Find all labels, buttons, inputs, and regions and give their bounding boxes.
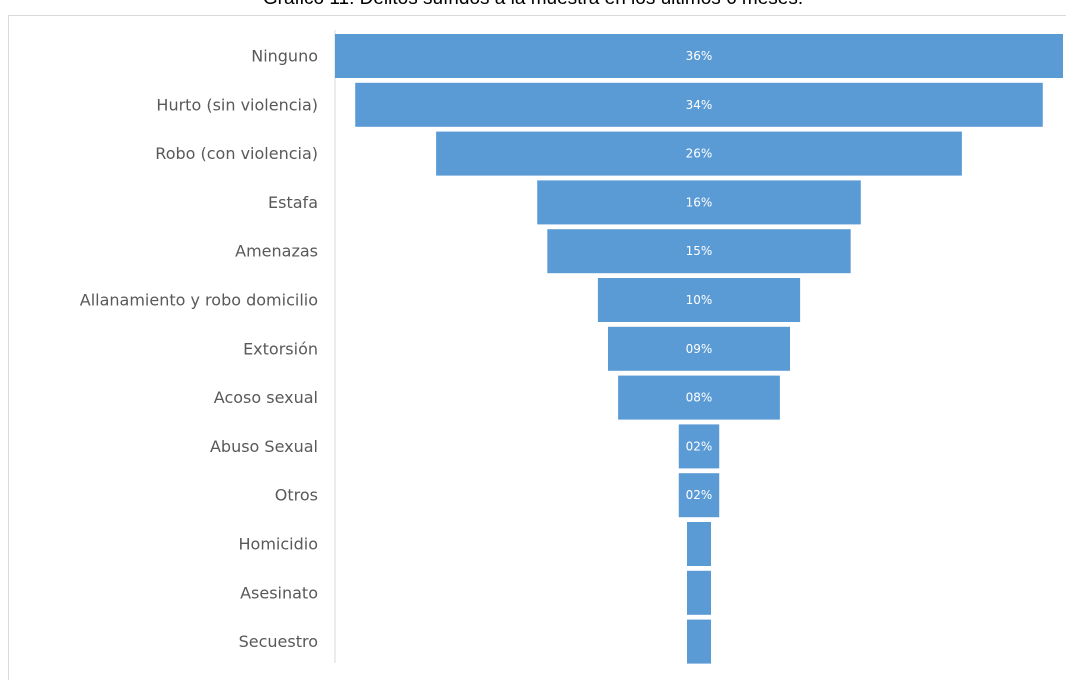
- bar-allanamiento-y-robo-domicilio: [597, 278, 801, 322]
- data-label-otros: 02%: [686, 488, 713, 502]
- category-label-otros: Otros: [275, 486, 318, 505]
- category-label-estafa: Estafa: [268, 193, 318, 212]
- category-label-hurto-sin-violencia: Hurto (sin violencia): [156, 95, 318, 114]
- bar-extorsion: [608, 326, 790, 371]
- category-label-abuso-sexual: Abuso Sexual: [210, 437, 318, 456]
- data-label-extorsion: 09%: [686, 342, 713, 356]
- chart-frame: [8, 15, 1066, 680]
- category-label-robo-con-violencia: Robo (con violencia): [155, 144, 318, 163]
- bar-abuso-sexual: [678, 424, 720, 469]
- category-label-amenazas: Amenazas: [235, 242, 318, 261]
- category-label-ninguno: Ninguno: [251, 47, 318, 66]
- data-label-hurto-sin-violencia: 34%: [686, 98, 713, 112]
- category-label-allanamiento-y-robo-domicilio: Allanamiento y robo domicilio: [80, 291, 318, 310]
- category-label-homicidio: Homicidio: [239, 535, 318, 554]
- category-label-secuestro: Secuestro: [239, 632, 318, 651]
- data-label-amenazas: 15%: [686, 244, 713, 258]
- bar-acoso-sexual: [618, 375, 780, 420]
- bar-hurto-sin-violencia: [355, 82, 1043, 127]
- bar-homicidio: [687, 522, 711, 566]
- data-labels: 36% 34% 26% 16% 15% 10% 09% 08% 02% 02%: [686, 49, 713, 502]
- category-label-asesinato: Asesinato: [240, 583, 318, 602]
- funnel-bars: [335, 34, 1063, 664]
- data-label-allanamiento-y-robo-domicilio: 10%: [686, 293, 713, 307]
- category-label-extorsion: Extorsión: [243, 339, 318, 358]
- data-label-robo-con-violencia: 26%: [686, 147, 713, 161]
- category-label-acoso-sexual: Acoso sexual: [214, 388, 318, 407]
- bar-secuestro: [687, 619, 711, 664]
- data-label-acoso-sexual: 08%: [686, 391, 713, 405]
- data-label-estafa: 16%: [686, 195, 713, 209]
- bar-asesinato: [687, 570, 711, 615]
- bar-ninguno: [335, 34, 1063, 78]
- bar-amenazas: [547, 229, 851, 274]
- bar-otros: [678, 473, 720, 518]
- data-label-abuso-sexual: 02%: [686, 439, 713, 453]
- data-label-ninguno: 36%: [686, 49, 713, 63]
- bar-estafa: [537, 180, 861, 225]
- bar-robo-con-violencia: [436, 131, 962, 176]
- category-labels: Ninguno Hurto (sin violencia) Robo (con vi…: [80, 47, 318, 652]
- chart-title: Gráfico 11: Delitos sufridos a la muestr…: [0, 0, 1066, 10]
